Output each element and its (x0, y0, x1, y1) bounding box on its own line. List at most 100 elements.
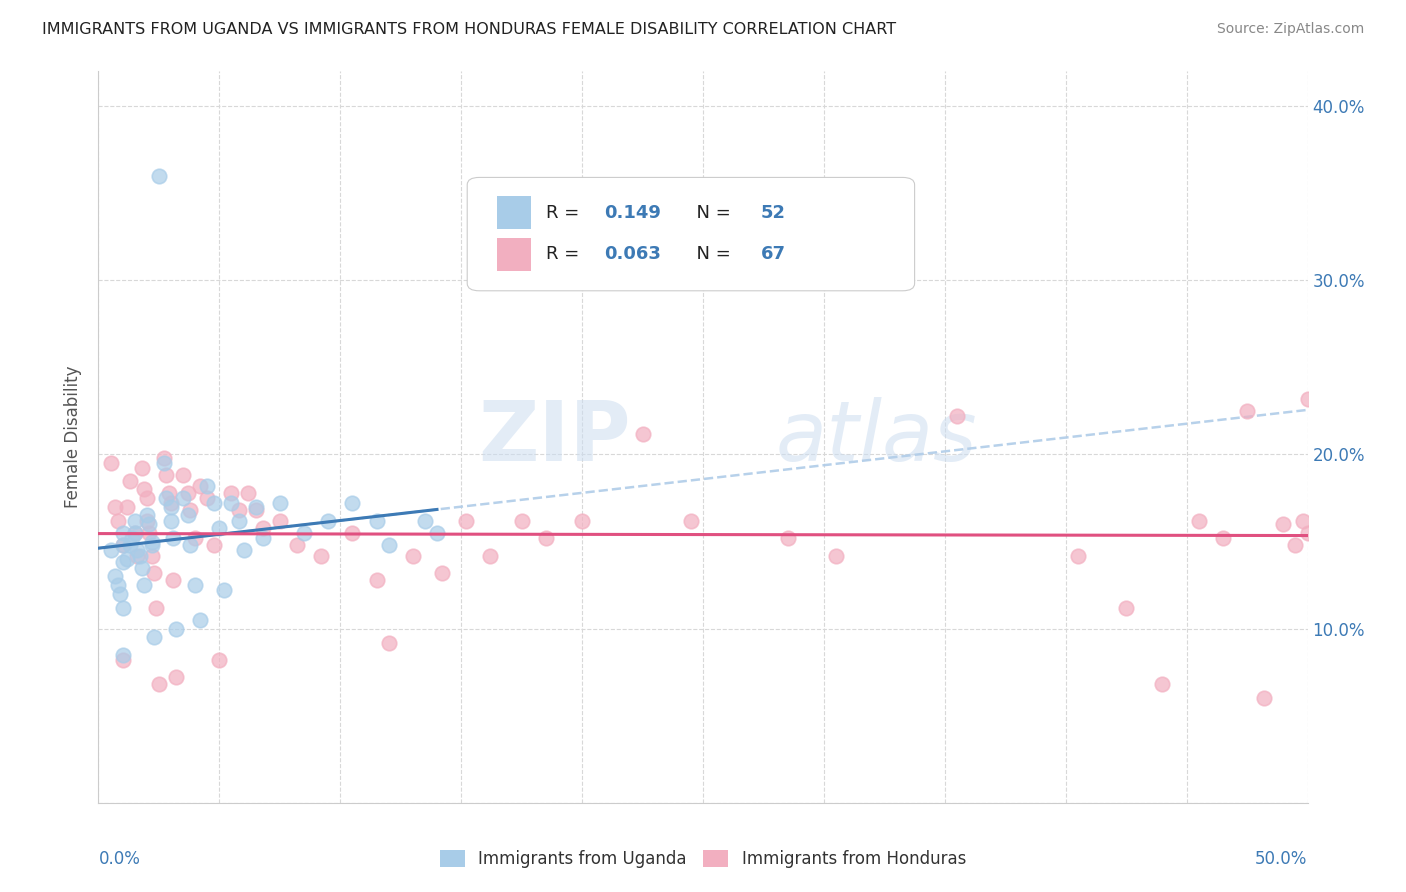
Point (179, 538, 201, 552)
Point (177, 508, 200, 523)
Text: N =: N = (685, 245, 737, 263)
Point (1115, 600, 1137, 615)
Point (148, 677, 170, 691)
Text: 67: 67 (761, 245, 786, 263)
Text: Source: ZipAtlas.com: Source: ZipAtlas.com (1216, 22, 1364, 37)
Point (111, 556, 134, 570)
Text: R =: R = (546, 203, 585, 221)
Point (316, 514, 339, 528)
Text: IMMIGRANTS FROM UGANDA VS IMMIGRANTS FROM HONDURAS FEMALE DISABILITY CORRELATION: IMMIGRANTS FROM UGANDA VS IMMIGRANTS FRO… (42, 22, 896, 37)
Point (127, 543, 149, 558)
Point (195, 491, 218, 505)
Point (118, 474, 141, 488)
Point (479, 549, 502, 563)
Y-axis label: Female Disability: Female Disability (65, 366, 83, 508)
Point (413, 514, 436, 528)
Point (430, 566, 453, 580)
Point (342, 525, 364, 540)
Point (1253, 691, 1275, 706)
Point (117, 500, 139, 514)
Point (269, 514, 291, 528)
Point (228, 514, 250, 528)
Point (155, 468, 177, 483)
Point (165, 670, 187, 684)
Point (135, 491, 157, 505)
Point (377, 635, 399, 649)
Text: 0.063: 0.063 (603, 245, 661, 263)
Point (228, 503, 250, 517)
Point (135, 514, 157, 528)
Point (377, 538, 399, 552)
FancyBboxPatch shape (498, 196, 531, 229)
Point (221, 485, 243, 500)
Point (131, 560, 153, 574)
Point (134, 578, 156, 592)
Point (111, 653, 134, 667)
Point (232, 543, 254, 558)
Point (221, 496, 243, 510)
Point (141, 534, 163, 549)
Point (118, 538, 141, 552)
Point (160, 514, 183, 528)
Point (1292, 514, 1315, 528)
Point (208, 653, 231, 667)
Point (100, 456, 122, 470)
Point (534, 531, 557, 545)
Point (195, 479, 218, 493)
Point (245, 503, 267, 517)
Point (245, 500, 267, 514)
Point (138, 517, 160, 532)
Text: 52: 52 (761, 203, 786, 221)
Text: N =: N = (685, 203, 737, 221)
Point (1152, 677, 1174, 691)
Point (204, 538, 226, 552)
Point (108, 587, 131, 601)
Point (402, 549, 425, 563)
Point (141, 549, 163, 563)
Point (285, 538, 308, 552)
Point (1188, 514, 1211, 528)
Point (131, 461, 153, 475)
Point (155, 491, 177, 505)
Point (124, 525, 146, 540)
FancyBboxPatch shape (467, 178, 915, 291)
Point (104, 569, 127, 583)
Point (825, 549, 848, 563)
Point (309, 549, 332, 563)
Point (160, 496, 183, 510)
Point (510, 514, 533, 528)
Point (143, 566, 166, 580)
Point (204, 496, 226, 510)
Point (124, 514, 146, 528)
Text: ZIP: ZIP (478, 397, 630, 477)
Point (145, 600, 167, 615)
Point (148, 169, 170, 183)
Point (679, 514, 702, 528)
Point (188, 479, 211, 493)
Text: R =: R = (546, 245, 585, 263)
Point (128, 549, 150, 563)
Point (631, 426, 654, 441)
Point (184, 531, 207, 545)
Point (121, 531, 143, 545)
Point (366, 514, 388, 528)
Point (184, 578, 207, 592)
Point (111, 538, 134, 552)
Point (179, 503, 201, 517)
Point (252, 531, 274, 545)
Point (111, 600, 134, 615)
Point (165, 622, 187, 636)
FancyBboxPatch shape (498, 238, 531, 270)
Text: 50.0%: 50.0% (1256, 850, 1308, 868)
Point (238, 485, 260, 500)
Point (454, 514, 477, 528)
Point (1296, 525, 1319, 540)
Point (160, 500, 183, 514)
Point (117, 552, 139, 566)
Point (100, 543, 122, 558)
Point (134, 483, 156, 497)
Point (208, 521, 231, 535)
Point (426, 525, 449, 540)
Point (157, 485, 180, 500)
Point (252, 521, 274, 535)
